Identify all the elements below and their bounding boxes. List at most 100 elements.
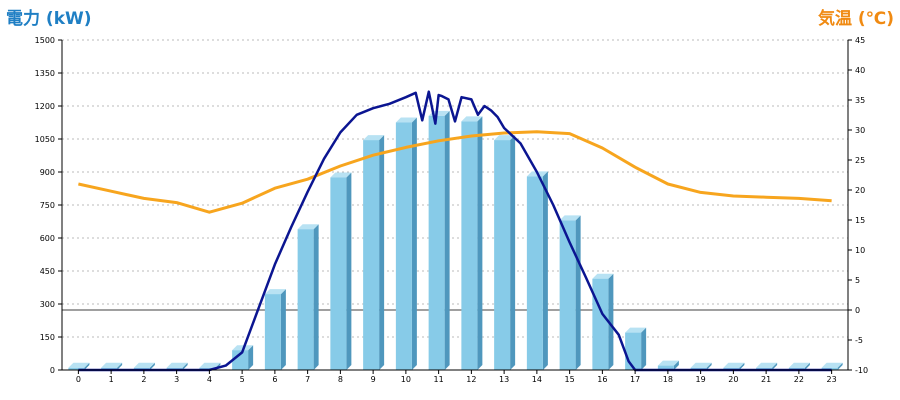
- bar-side: [182, 362, 188, 370]
- bar-top: [756, 362, 778, 368]
- x-tick-label: 6: [272, 375, 277, 384]
- temperature-line: [78, 130, 832, 214]
- bar-top: [559, 215, 581, 221]
- bar-top: [821, 362, 843, 368]
- bar-side: [313, 224, 319, 370]
- bar: [494, 135, 516, 370]
- bar: [428, 110, 450, 371]
- bar-side: [117, 362, 123, 370]
- bar: [657, 360, 679, 370]
- bar-front: [232, 350, 249, 370]
- bar-side: [739, 362, 745, 370]
- bar-side: [575, 215, 581, 370]
- bar-top: [625, 327, 647, 333]
- x-tick-label: 1: [109, 375, 114, 384]
- left-tick-label: 150: [40, 333, 55, 342]
- bar: [232, 345, 254, 370]
- bar-side: [673, 360, 679, 370]
- bar-side: [804, 362, 810, 370]
- bar-front: [297, 229, 314, 370]
- x-tick-label: 14: [532, 375, 542, 384]
- right-tick-label: -5: [855, 336, 863, 345]
- bar-side: [641, 327, 647, 370]
- bar: [461, 116, 483, 371]
- bar-front: [657, 365, 674, 370]
- bar-front: [625, 332, 642, 370]
- bar-side: [510, 135, 516, 370]
- left-tick-label: 450: [40, 267, 55, 276]
- bar-top: [199, 362, 221, 368]
- x-tick-label: 23: [827, 375, 837, 384]
- bar: [330, 172, 352, 370]
- bar: [625, 327, 647, 370]
- axes-layer: 01503004506007509001050120013501500-10-5…: [35, 36, 868, 384]
- bar-side: [477, 116, 483, 371]
- bar-front: [264, 294, 281, 370]
- bar-front: [428, 115, 445, 371]
- bar-side: [248, 345, 254, 370]
- x-tick-label: 15: [565, 375, 575, 384]
- bar-top: [723, 362, 745, 368]
- bar-top: [297, 224, 319, 230]
- x-tick-label: 17: [630, 375, 640, 384]
- bar-top: [330, 172, 352, 178]
- bar-side: [346, 172, 352, 370]
- right-tick-label: 10: [855, 246, 865, 255]
- right-axis-title: 気温 (℃): [817, 9, 894, 29]
- right-tick-label: 5: [855, 276, 860, 285]
- left-tick-label: 1500: [35, 36, 55, 45]
- bar-side: [444, 110, 450, 371]
- left-axis-title: 電力 (kW): [6, 9, 92, 29]
- bar-side: [379, 135, 385, 370]
- x-tick-label: 21: [761, 375, 771, 384]
- bar-top: [133, 362, 155, 368]
- bar-front: [526, 176, 543, 370]
- bar-top: [166, 362, 188, 368]
- x-tick-label: 7: [305, 375, 310, 384]
- right-tick-label: 15: [855, 216, 865, 225]
- right-tick-label: 40: [855, 66, 865, 75]
- x-tick-label: 18: [663, 375, 673, 384]
- left-tick-label: 0: [50, 366, 55, 375]
- x-tick-label: 8: [338, 375, 343, 384]
- bar-front: [592, 278, 609, 370]
- left-tick-label: 600: [40, 234, 55, 243]
- bar-side: [84, 362, 90, 370]
- x-tick-label: 5: [240, 375, 245, 384]
- bar-side: [280, 289, 286, 370]
- x-tick-label: 4: [207, 375, 212, 384]
- bar-top: [461, 116, 483, 122]
- x-tick-label: 10: [401, 375, 411, 384]
- bar-side: [837, 362, 843, 370]
- bar-top: [264, 289, 286, 295]
- bar-top: [68, 362, 90, 368]
- bar-front: [363, 140, 380, 370]
- x-tick-label: 20: [728, 375, 738, 384]
- bar-side: [149, 362, 155, 370]
- bar-side: [772, 362, 778, 370]
- bar-front: [68, 367, 85, 370]
- left-tick-label: 900: [40, 168, 55, 177]
- bar-top: [494, 135, 516, 141]
- x-tick-label: 9: [371, 375, 376, 384]
- right-tick-label: 35: [855, 96, 865, 105]
- bar: [363, 135, 385, 370]
- bars-layer: [68, 110, 843, 371]
- x-tick-label: 19: [696, 375, 706, 384]
- bar: [559, 215, 581, 370]
- bar: [264, 289, 286, 370]
- bar-top: [788, 362, 810, 368]
- bar-front: [461, 121, 478, 371]
- x-tick-label: 13: [499, 375, 509, 384]
- left-tick-label: 750: [40, 201, 55, 210]
- bar-top: [690, 362, 712, 368]
- bar: [526, 171, 548, 370]
- bar-top: [657, 360, 679, 366]
- bar-side: [608, 273, 614, 370]
- bar-top: [592, 273, 614, 279]
- bar-side: [542, 171, 548, 370]
- bar-front: [395, 122, 412, 370]
- right-tick-label: 0: [855, 306, 860, 315]
- bar: [395, 117, 417, 370]
